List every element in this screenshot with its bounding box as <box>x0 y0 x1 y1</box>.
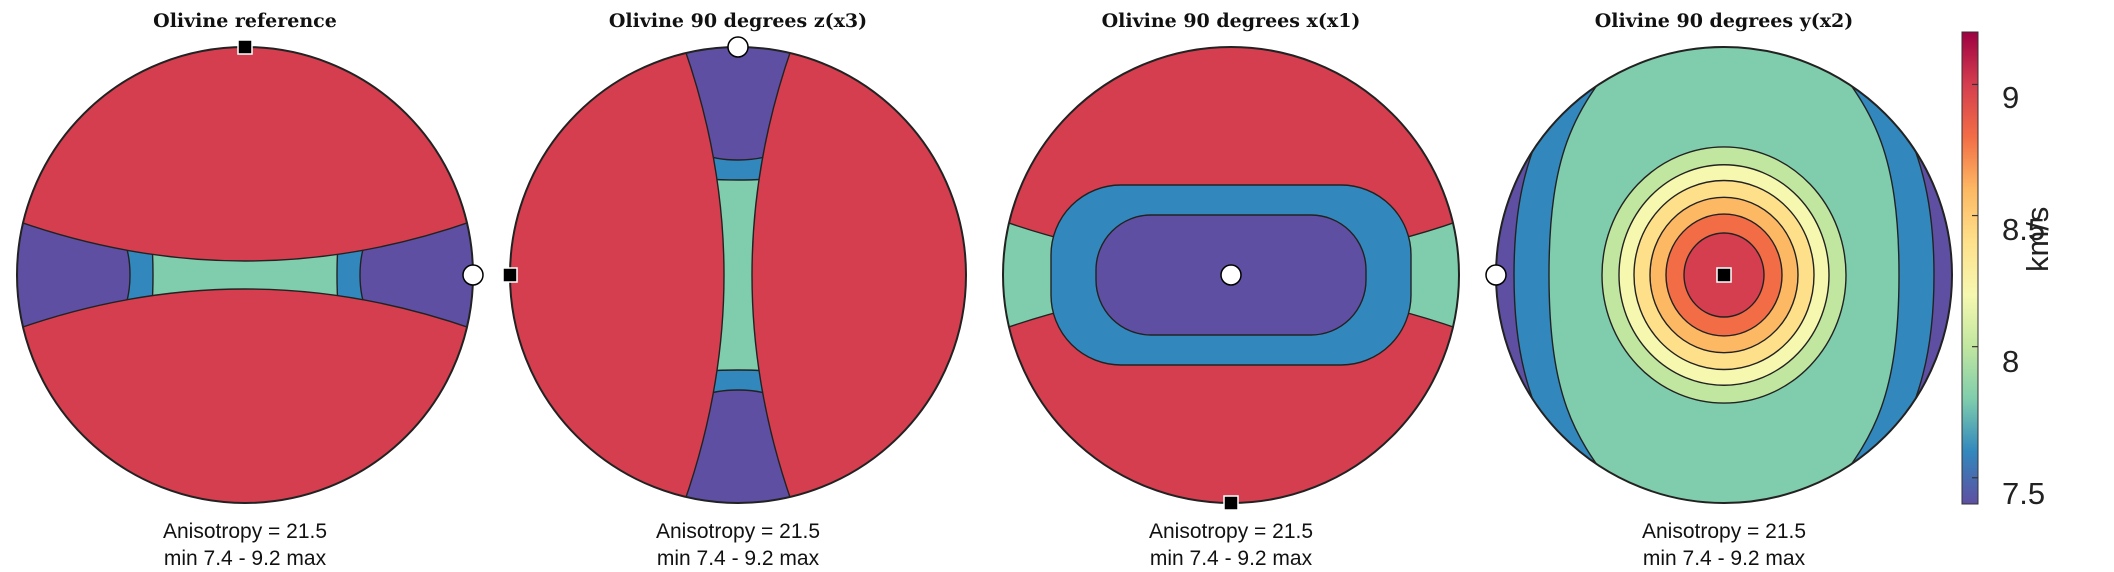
minmax-label-2: min 7.4 - 9.2 max <box>656 547 820 570</box>
max-velocity-marker-1 <box>237 39 253 55</box>
panel-title-3: Olivine 90 degrees x(x1) <box>1101 10 1361 32</box>
colorbar-tick-8.5: 8.5 <box>2002 212 2046 247</box>
pole-figure-1 <box>17 47 473 503</box>
minmax-label-1: min 7.4 - 9.2 max <box>163 547 327 570</box>
panel-title-4: Olivine 90 degrees y(x2) <box>1594 10 1854 32</box>
anisotropy-label-3: Anisotropy = 21.5 <box>1148 520 1314 543</box>
max-velocity-marker-3 <box>1223 495 1239 511</box>
panel-stats-4: Anisotropy = 21.5 min 7.4 - 9.2 max <box>1504 518 1944 572</box>
max-velocity-marker-2 <box>502 267 518 283</box>
panel-stats-3: Anisotropy = 21.5 min 7.4 - 9.2 max <box>1011 518 1451 572</box>
anisotropy-label-2: Anisotropy = 21.5 <box>655 520 821 543</box>
min-velocity-marker-3 <box>1220 264 1242 286</box>
minmax-label-4: min 7.4 - 9.2 max <box>1642 547 1806 570</box>
panel-title-2: Olivine 90 degrees z(x3) <box>608 10 868 32</box>
min-velocity-marker-4 <box>1485 264 1507 286</box>
panel-stats-1: Anisotropy = 21.5 min 7.4 - 9.2 max <box>25 518 465 572</box>
panel-title-1: Olivine reference <box>153 10 337 32</box>
anisotropy-label-1: Anisotropy = 21.5 <box>162 520 328 543</box>
colorbar-gradient <box>1961 31 1979 505</box>
min-velocity-marker-2 <box>727 36 749 58</box>
minmax-label-3: min 7.4 - 9.2 max <box>1149 547 1313 570</box>
min-velocity-marker-1 <box>462 264 484 286</box>
colorbar-tick-7.5: 7.5 <box>2002 476 2046 511</box>
colorbar <box>1961 31 1979 505</box>
colorbar-label: km/s <box>2020 206 2055 272</box>
max-velocity-marker-4 <box>1716 267 1732 283</box>
colorbar-tick-9: 9 <box>2002 80 2020 115</box>
anisotropy-label-4: Anisotropy = 21.5 <box>1641 520 1807 543</box>
pole-figure-2 <box>510 47 966 503</box>
colorbar-tick-8: 8 <box>2002 344 2020 379</box>
panel-stats-2: Anisotropy = 21.5 min 7.4 - 9.2 max <box>518 518 958 572</box>
